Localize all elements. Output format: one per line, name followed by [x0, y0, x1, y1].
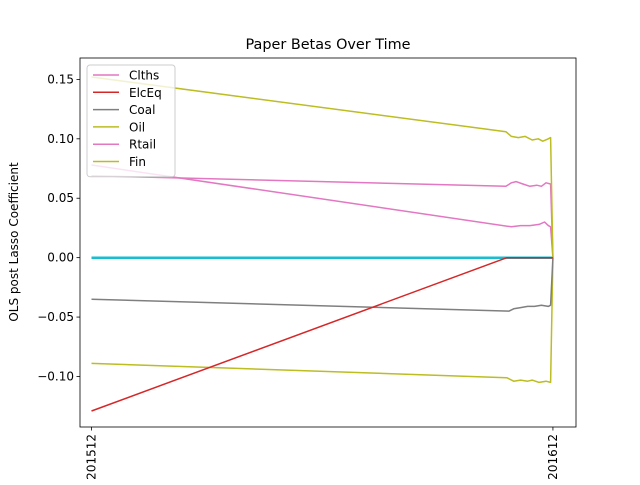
series-line-3 — [91, 76, 554, 258]
x-axis-ticks: 201512 201612 — [85, 427, 560, 480]
legend-label: Coal — [129, 103, 155, 117]
series-line-2 — [91, 164, 554, 258]
x-tick-label: 201612 — [546, 434, 560, 480]
x-tick-label: 201512 — [85, 434, 99, 480]
y-axis-label: OLS post Lasso Coefficient — [7, 162, 21, 322]
plot-frame — [79, 57, 577, 428]
legend-label: ElcEq — [129, 86, 162, 100]
series-line-6 — [91, 256, 553, 412]
legend-label: Oil — [129, 120, 145, 134]
legend-label: Clths — [129, 69, 159, 83]
chart-title: Paper Betas Over Time — [246, 37, 411, 53]
series-line-1 — [91, 174, 554, 258]
y-tick-label: 0.10 — [47, 132, 74, 146]
y-tick-label: 0.15 — [47, 72, 74, 86]
y-axis-ticks: 0.15 0.10 0.05 0.00 −0.05 −0.10 — [37, 72, 80, 383]
series-line-5 — [91, 257, 554, 312]
legend-label: Rtail — [129, 138, 156, 152]
series-layer — [91, 76, 554, 412]
legend-label: Fin — [129, 155, 146, 169]
legend: Clths ElcEq Coal Oil Rtail Fin — [86, 64, 176, 178]
y-tick-label: −0.05 — [37, 310, 74, 324]
y-tick-label: −0.10 — [37, 369, 74, 383]
y-tick-label: 0.05 — [47, 191, 74, 205]
series-line-4 — [91, 257, 554, 384]
y-tick-label: 0.00 — [47, 251, 74, 265]
